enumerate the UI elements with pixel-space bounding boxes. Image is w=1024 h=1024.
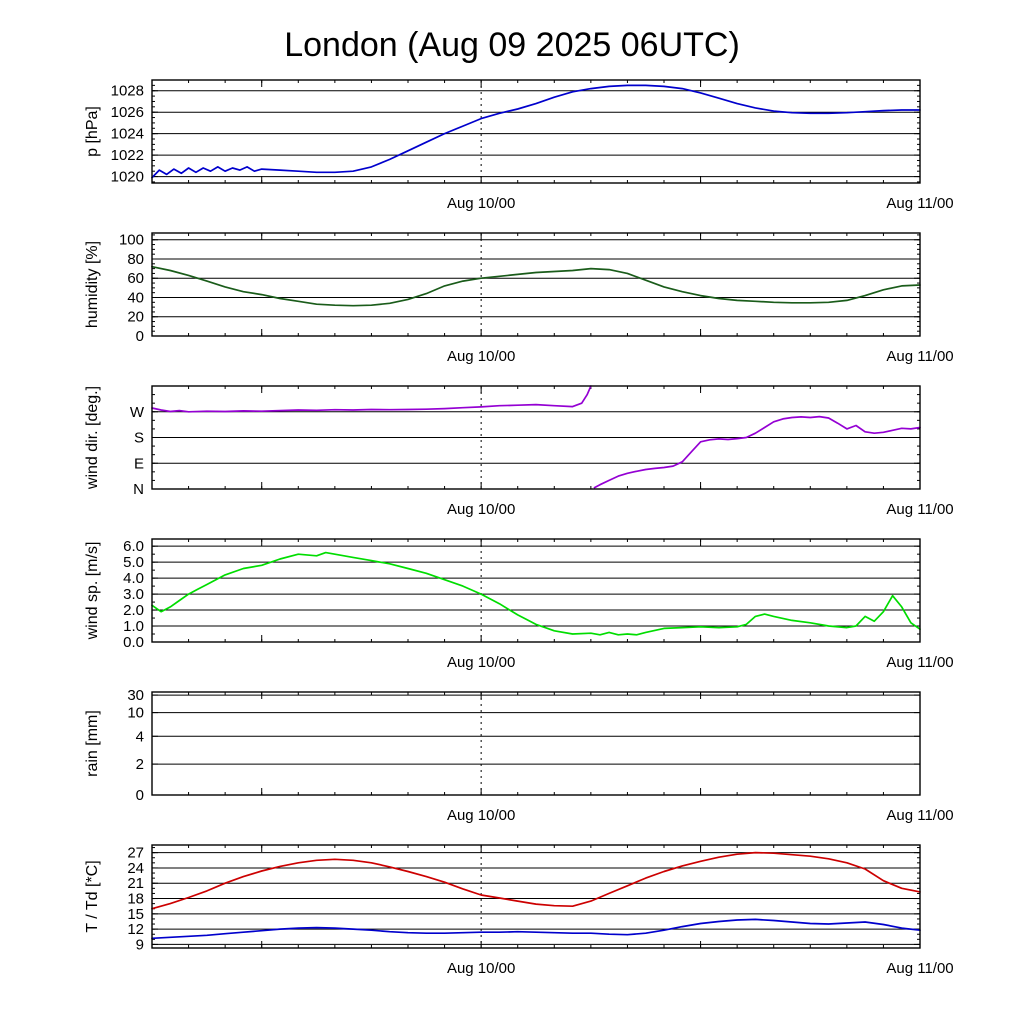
y-tick-label: 1024 [111,126,144,143]
y-tick-label: 100 [119,232,144,249]
plot-border [151,538,921,643]
y-tick-label: 21 [127,875,144,892]
series-line-temperature [151,851,921,910]
y-tick-label: 3.0 [123,586,144,603]
series-line-dewpoint [151,918,921,940]
y-tick-label: N [133,481,144,498]
x-tick-label: Aug 11/00 [886,348,953,365]
y-tick-label: W [130,404,145,421]
y-tick-label: 15 [127,906,144,923]
y-tick-label: 6.0 [123,538,144,555]
x-tick-label: Aug 11/00 [886,807,953,824]
y-tick-label: 2 [136,756,144,773]
y-tick-label: E [134,455,144,472]
y-tick-label: 20 [127,309,144,326]
x-tick-label: Aug 10/00 [447,348,515,365]
x-tick-label: Aug 11/00 [886,501,953,518]
chart-title: London (Aug 09 2025 06UTC) [284,26,740,64]
y-tick-label: S [134,430,144,447]
chart-panel-0: 1020 1022 1024 1026 1028 p [hPa] Aug 10/00 Aug … [84,79,954,212]
series-line-wind-direction [151,385,921,489]
x-tick-label: Aug 11/00 [886,654,953,671]
series-line-humidity [151,265,921,307]
y-tick-label: 0.0 [123,634,144,651]
series-line-pressure [151,84,921,179]
y-tick-label: 1026 [111,104,144,121]
y-tick-label: 0 [136,328,144,345]
y-tick-label: 1020 [111,169,144,186]
y-tick-label: 9 [136,936,144,953]
y-tick-label: 1022 [111,147,144,164]
x-tick-label: Aug 11/00 [886,960,953,977]
y-tick-label: 40 [127,289,144,306]
x-tick-label: Aug 10/00 [447,654,515,671]
plot-border [151,691,921,796]
y-axis-label: wind sp. [m/s] [84,542,101,641]
y-tick-label: 5.0 [123,554,144,571]
y-tick-label: 30 [127,689,144,704]
y-tick-label: 1028 [111,83,144,100]
y-tick-label: 0 [136,787,144,804]
plot-border [151,844,921,949]
x-tick-label: Aug 10/00 [447,960,515,977]
y-axis-label: humidity [%] [84,241,101,328]
y-tick-label: 4.0 [123,570,144,587]
y-tick-label: 1.0 [123,618,144,635]
y-tick-label: 60 [127,270,144,287]
y-axis-label: rain [mm] [84,710,101,777]
y-axis-label: T / Td [*C] [84,860,101,932]
series-line-wind-speed [151,551,921,636]
y-tick-label: 12 [127,921,144,938]
x-tick-label: Aug 10/00 [447,195,515,212]
y-tick-label: 2.0 [123,602,144,619]
y-axis-label: p [hPa] [84,106,101,157]
y-tick-label: 4 [136,728,144,745]
chart-panel-3: 0.01.02.03.04.05.06.0 wind sp. [m/s] Aug 1… [84,538,954,671]
y-tick-label: 10 [127,705,144,722]
panels-container: 1020 1022 1024 1026 1028 p [hPa] Aug 10/00 Aug … [0,77,1024,983]
plot-border [151,79,921,184]
x-tick-label: Aug 10/00 [447,807,515,824]
y-axis-label: wind dir. [deg.] [84,386,101,490]
plot-border [151,232,921,337]
y-tick-label: 24 [127,860,144,877]
x-tick-label: Aug 11/00 [886,195,953,212]
y-tick-label: 80 [127,251,144,268]
chart-panel-1: 0 20 40 60 80 100 humidity [%] Aug 10/00 Aug 11/… [84,232,954,365]
y-tick-label: 27 [127,845,144,862]
x-tick-label: Aug 10/00 [447,501,515,518]
plot-border [151,385,921,490]
y-tick-label: 18 [127,891,144,908]
